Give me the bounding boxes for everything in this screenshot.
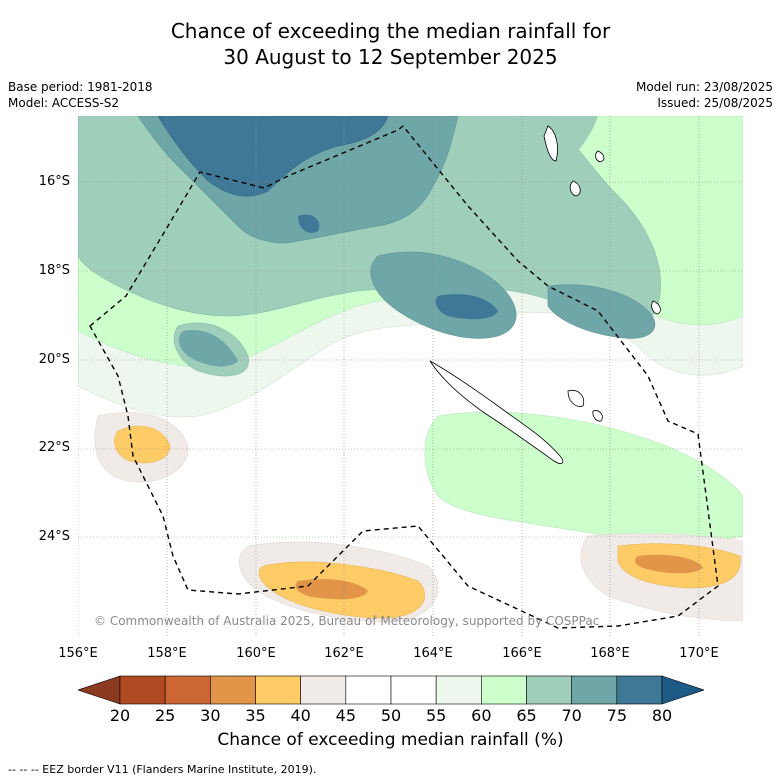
- colorbar-tick-label: 60: [471, 706, 492, 725]
- colorbar-segment: [164, 675, 211, 705]
- colorbar: [78, 675, 704, 705]
- lon-label-168e: 168°E: [590, 646, 630, 661]
- map-title: Chance of exceeding the median rainfall …: [0, 18, 781, 70]
- issued-date: Issued: 25/08/2025: [657, 96, 773, 110]
- loyalty-island-2: [592, 410, 603, 422]
- region-75-80-east: [547, 284, 656, 339]
- colorbar-tick-label: 50: [380, 706, 402, 725]
- colorbar-tick-label: 20: [109, 706, 131, 725]
- map-svg: [78, 116, 743, 638]
- region-gt-80-center: [435, 294, 498, 320]
- colorbar-tick-label: 55: [425, 706, 447, 725]
- loyalty-islands: [567, 389, 585, 407]
- model-name: Model: ACCESS-S2: [8, 96, 120, 110]
- colorbar-tick-label: 75: [606, 706, 627, 725]
- region-30-35-southeast: [635, 554, 703, 574]
- lon-label-166e: 166°E: [502, 646, 542, 661]
- region-30-35-south: [295, 579, 368, 600]
- meta-left: Base period: 1981-2018 Model: ACCESS-S2: [8, 79, 153, 111]
- lat-label-24s: 24°S: [38, 529, 70, 544]
- lon-label-160e: 160°E: [236, 646, 276, 661]
- vanuatu-island-south: [651, 300, 661, 315]
- lat-label-20s: 20°S: [38, 352, 70, 367]
- colorbar-segment: [300, 675, 347, 705]
- vanuatu-island-2: [595, 150, 605, 163]
- colorbar-title: Chance of exceeding median rainfall (%): [217, 730, 564, 750]
- graticule: [78, 116, 743, 638]
- region-gt-80-dot: [298, 214, 320, 233]
- colorbar-segment: [390, 675, 437, 705]
- eez-footnote: -- -- -- EEZ border V11 (Flanders Marine…: [8, 763, 317, 776]
- lat-label-16s: 16°S: [38, 174, 70, 189]
- colorbar-segment: [255, 675, 301, 705]
- base-period: Base period: 1981-2018: [8, 80, 153, 94]
- colorbar-tick-label: 70: [561, 706, 582, 725]
- colorbar-tick-label: 30: [200, 706, 221, 725]
- colorbar-segment: [210, 675, 256, 705]
- eez-border: [89, 125, 719, 629]
- colorbar-tick-label: 25: [154, 706, 176, 725]
- colorbar-segment: [481, 675, 527, 705]
- region-35-40-west: [114, 425, 171, 464]
- colorbar-tick-label: 80: [651, 706, 673, 725]
- title-line-2: 30 August to 12 September 2025: [223, 45, 558, 69]
- vanuatu-espiritu-santo: [543, 125, 558, 162]
- region-70-75-north: [548, 116, 598, 156]
- colorbar-segment: [616, 675, 663, 705]
- lon-label-156e: 156°E: [58, 646, 98, 661]
- map-panel: [78, 116, 743, 638]
- lon-label-164e: 164°E: [413, 646, 453, 661]
- colorbar-extend-low: [78, 675, 121, 705]
- colorbar-segment: [526, 675, 572, 705]
- colorbar-segment: [119, 675, 166, 705]
- meta-right: Model run: 23/08/2025 Issued: 25/08/2025: [636, 79, 773, 111]
- colorbar-tick-label: 40: [290, 706, 311, 725]
- colorbar-tick-label: 35: [245, 706, 266, 725]
- vanuatu-island: [569, 180, 581, 197]
- lon-label-158e: 158°E: [147, 646, 187, 661]
- lon-label-170e: 170°E: [679, 646, 719, 661]
- colorbar-tick-label: 45: [335, 706, 356, 725]
- lon-label-162e: 162°E: [324, 646, 364, 661]
- colorbar-tick-label: 65: [516, 706, 537, 725]
- colorbar-segment: [345, 675, 392, 705]
- title-line-1: Chance of exceeding the median rainfall …: [170, 19, 611, 43]
- new-caledonia-island: [429, 360, 564, 464]
- lat-label-22s: 22°S: [38, 440, 70, 455]
- colorbar-extend-high: [661, 675, 704, 705]
- copyright-notice: © Commonwealth of Australia 2025, Bureau…: [94, 614, 600, 628]
- colorbar-segment: [435, 675, 482, 705]
- colorbar-segment: [571, 675, 618, 705]
- model-run: Model run: 23/08/2025: [635, 80, 773, 94]
- lat-label-18s: 18°S: [38, 263, 70, 278]
- region-75-80-west: [178, 330, 238, 367]
